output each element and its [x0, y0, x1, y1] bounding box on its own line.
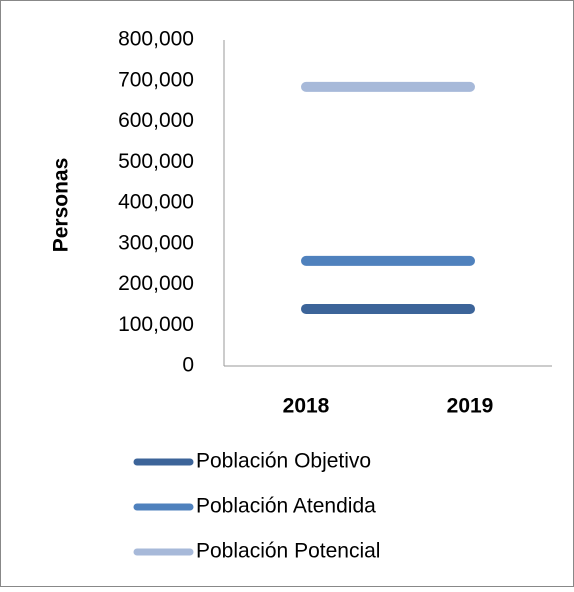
y-tick-label: 0 [182, 354, 194, 377]
y-tick-label: 700,000 [118, 68, 194, 91]
y-tick-label: 400,000 [118, 191, 194, 214]
legend-label: Población Potencial [196, 540, 380, 563]
x-tick-label: 2018 [283, 395, 330, 418]
legend-label: Población Atendida [196, 495, 376, 518]
y-tick-label: 500,000 [118, 150, 194, 173]
legend-label: Población Objetivo [196, 450, 371, 473]
y-tick-label: 800,000 [118, 28, 194, 51]
y-axis-label: Personas [50, 158, 73, 253]
y-tick-label: 600,000 [118, 109, 194, 132]
y-tick-label: 300,000 [118, 231, 194, 254]
x-tick-label: 2019 [447, 395, 494, 418]
y-tick-label: 200,000 [118, 272, 194, 295]
y-tick-label: 100,000 [118, 313, 194, 336]
